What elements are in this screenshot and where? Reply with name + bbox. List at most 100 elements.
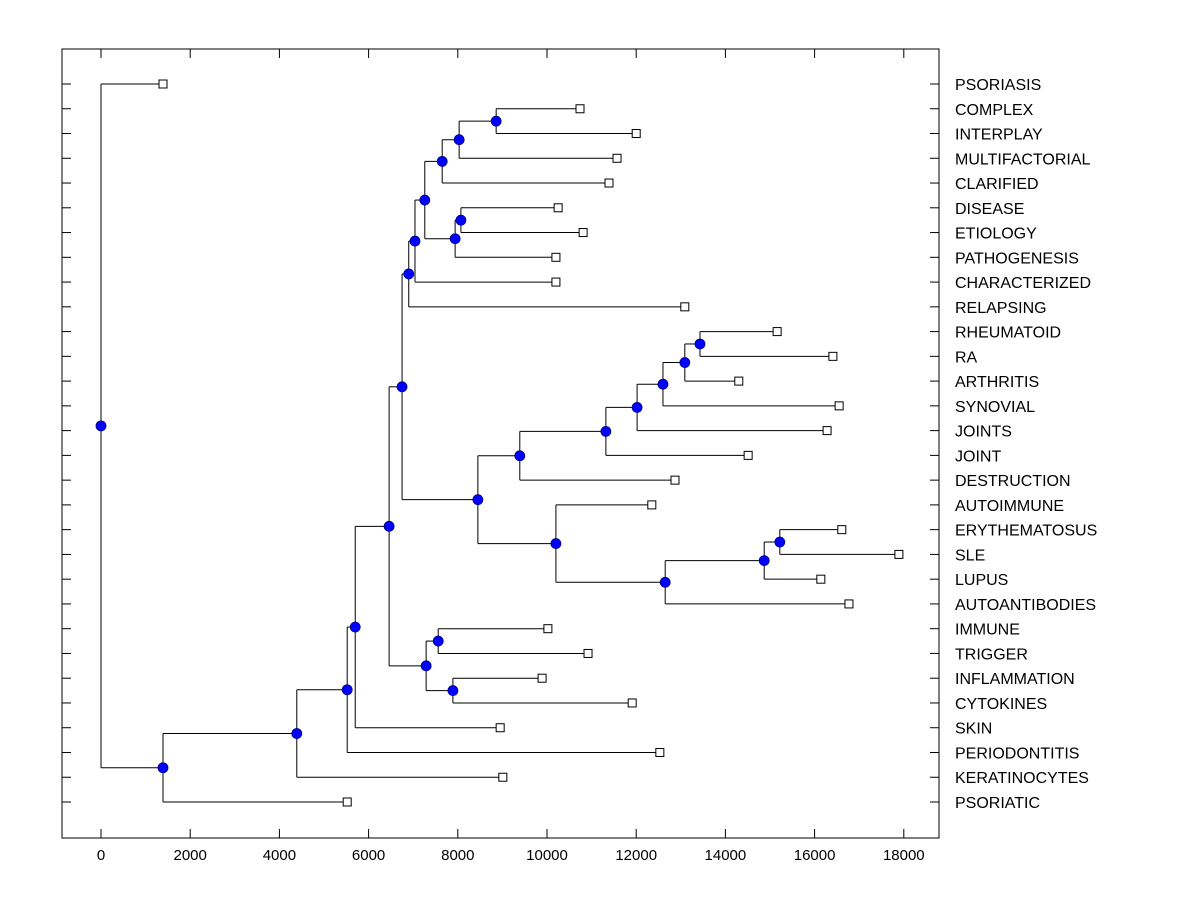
plot-frame bbox=[61, 48, 940, 839]
internal-node bbox=[659, 576, 671, 588]
internal-node bbox=[514, 450, 526, 462]
x-tick-label: 2000 bbox=[174, 847, 207, 864]
internal-node bbox=[657, 378, 669, 390]
internal-node bbox=[447, 685, 459, 696]
internal-node bbox=[409, 235, 421, 247]
leaf-marker bbox=[553, 203, 563, 213]
leaf-marker bbox=[158, 79, 168, 89]
leaf-labels: PSORIASIS COMPLEX INTERPLAY MULTIFACTORIAL C… bbox=[955, 77, 1097, 812]
internal-node bbox=[419, 194, 431, 206]
leaf-label: CLARIFIED bbox=[955, 176, 1039, 193]
leaf-label: JOINT bbox=[955, 448, 1001, 465]
leaf-marker bbox=[844, 599, 854, 609]
leaf-label: PSORIASIS bbox=[955, 77, 1041, 94]
leaf-label: IMMUNE bbox=[955, 622, 1020, 639]
leaf-label: INFLAMMATION bbox=[955, 671, 1075, 688]
x-tick-label: 14000 bbox=[705, 847, 747, 864]
internal-node bbox=[403, 268, 415, 280]
leaf-marker bbox=[894, 549, 904, 559]
leaf-label: DESTRUCTION bbox=[955, 473, 1071, 490]
leaf-label: PSORIATIC bbox=[955, 795, 1040, 812]
leaf-marker bbox=[822, 426, 832, 436]
leaf-marker bbox=[743, 450, 753, 460]
leaf-label: SKIN bbox=[955, 721, 992, 738]
internal-node bbox=[157, 762, 169, 774]
leaf-marker bbox=[498, 772, 508, 782]
leaf-marker bbox=[828, 351, 838, 361]
leaf-label: ERYTHEMATOSUS bbox=[955, 523, 1097, 540]
internal-node bbox=[550, 538, 562, 549]
internal-node bbox=[600, 425, 612, 437]
internal-node bbox=[396, 381, 408, 393]
internal-node bbox=[453, 134, 465, 146]
leaf-marker bbox=[734, 376, 744, 386]
leaf-marker bbox=[583, 648, 593, 658]
leaf-label: PERIODONTITIS bbox=[955, 745, 1079, 762]
internal-node bbox=[383, 520, 395, 532]
leaf-marker bbox=[670, 475, 680, 485]
internal-node bbox=[490, 115, 502, 127]
leaf-label: INTERPLAY bbox=[955, 127, 1043, 144]
leaf-marker bbox=[604, 178, 614, 188]
dendrogram-links bbox=[100, 83, 899, 803]
internal-node bbox=[341, 684, 353, 696]
leaf-markers bbox=[158, 79, 904, 807]
internal-node bbox=[758, 555, 770, 567]
leaf-label: RELAPSING bbox=[955, 300, 1047, 317]
leaf-label: DISEASE bbox=[955, 201, 1024, 218]
leaf-label: COMPLEX bbox=[955, 102, 1034, 119]
internal-node bbox=[432, 635, 444, 647]
internal-node bbox=[679, 357, 691, 368]
internal-node bbox=[349, 621, 361, 633]
leaf-label: AUTOIMMUNE bbox=[955, 498, 1064, 515]
x-tick-label: 6000 bbox=[352, 847, 385, 864]
leaf-label: ETIOLOGY bbox=[955, 226, 1037, 243]
leaf-marker bbox=[816, 574, 826, 584]
internal-node bbox=[420, 660, 432, 672]
leaf-marker bbox=[575, 104, 585, 114]
x-tick-label: 8000 bbox=[441, 847, 474, 864]
x-tick-label: 0 bbox=[97, 847, 105, 864]
x-tick-label: 12000 bbox=[615, 847, 657, 864]
leaf-marker bbox=[772, 327, 782, 337]
internal-node bbox=[436, 155, 448, 167]
leaf-marker bbox=[837, 525, 847, 535]
leaf-marker bbox=[680, 302, 690, 312]
leaf-marker bbox=[834, 401, 844, 411]
internal-nodes bbox=[95, 115, 786, 774]
leaf-marker bbox=[551, 252, 561, 262]
x-axis-tick-labels: 0 2000 4000 6000 8000 10000 12000 14000 16000 180… bbox=[97, 847, 925, 864]
leaf-marker bbox=[612, 153, 622, 163]
internal-node bbox=[631, 402, 643, 413]
leaf-label: SYNOVIAL bbox=[955, 399, 1035, 416]
internal-node bbox=[694, 338, 706, 350]
internal-node bbox=[449, 233, 461, 245]
leaf-label: SLE bbox=[955, 547, 985, 564]
plot-border bbox=[61, 48, 940, 839]
x-tick-label: 18000 bbox=[883, 847, 925, 864]
leaf-label: KERATINOCYTES bbox=[955, 770, 1089, 787]
leaf-label: MULTIFACTORIAL bbox=[955, 151, 1091, 168]
leaf-label: LUPUS bbox=[955, 572, 1008, 589]
leaf-marker bbox=[655, 747, 665, 757]
leaf-marker bbox=[631, 129, 641, 139]
internal-node bbox=[455, 214, 467, 226]
leaf-label: AUTOANTIBODIES bbox=[955, 597, 1096, 614]
internal-node bbox=[95, 420, 107, 432]
internal-node bbox=[472, 494, 484, 506]
leaf-marker bbox=[495, 723, 505, 733]
leaf-marker bbox=[537, 673, 547, 683]
internal-node bbox=[774, 536, 786, 548]
leaf-marker bbox=[543, 624, 553, 634]
leaf-label: TRIGGER bbox=[955, 646, 1028, 663]
leaf-label: ARTHRITIS bbox=[955, 374, 1039, 391]
leaf-marker bbox=[578, 228, 588, 238]
leaf-label: CHARACTERIZED bbox=[955, 275, 1091, 292]
x-tick-label: 16000 bbox=[794, 847, 836, 864]
leaf-marker bbox=[647, 500, 657, 510]
leaf-marker bbox=[551, 277, 561, 287]
x-tick-label: 4000 bbox=[263, 847, 296, 864]
leaf-label: RA bbox=[955, 349, 978, 366]
x-tick-label: 10000 bbox=[526, 847, 568, 864]
